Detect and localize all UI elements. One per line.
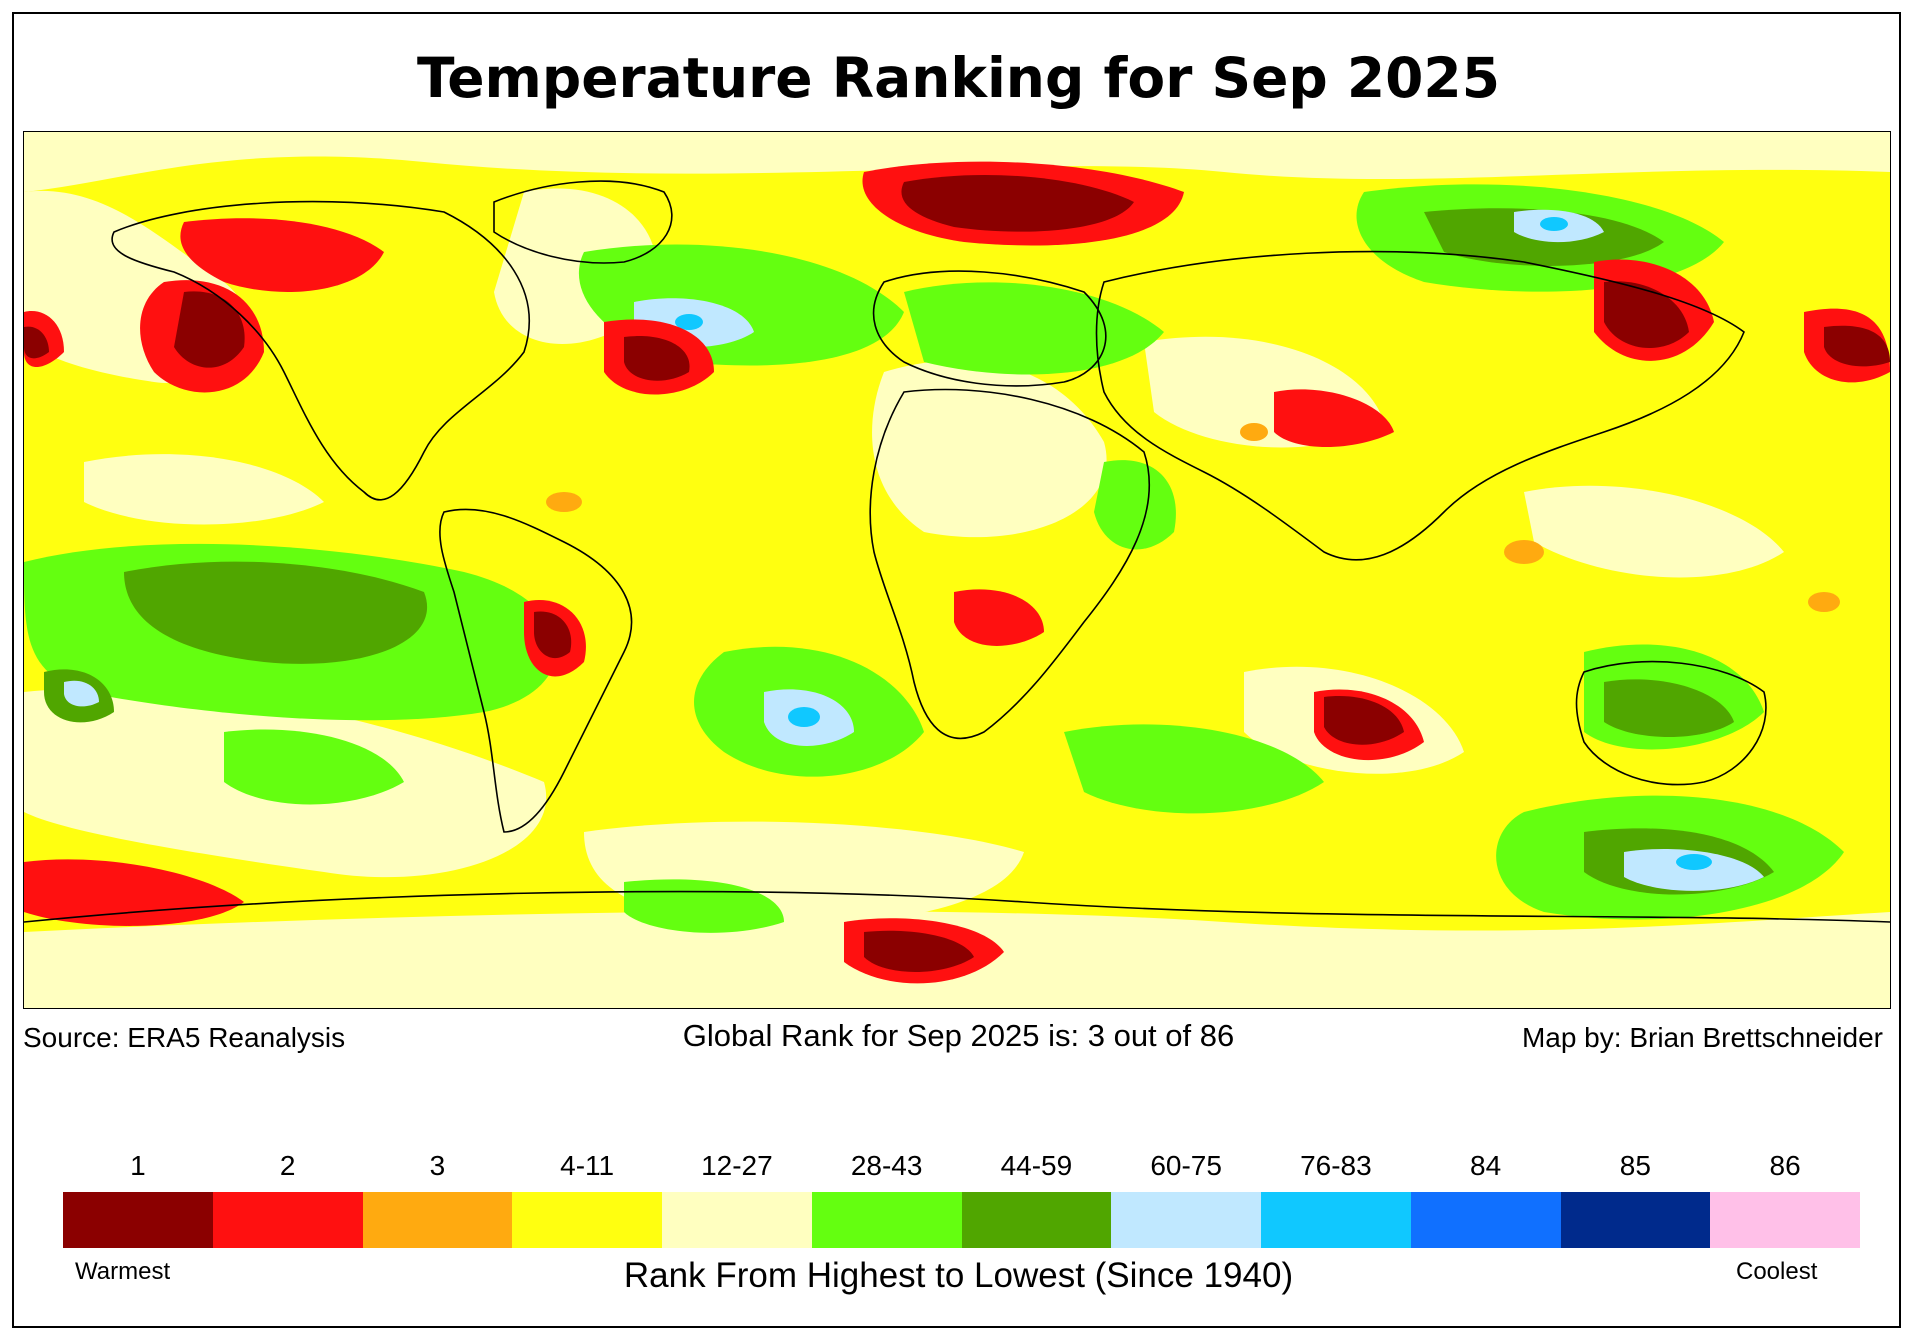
legend-label-2: 2 xyxy=(279,1150,296,1181)
legend-swatch-60-75 xyxy=(1111,1192,1261,1248)
map-credit-label: Map by: Brian Brettschneider xyxy=(1521,1022,1883,1053)
legend-swatch-84 xyxy=(1410,1192,1561,1248)
legend-swatch-44-59 xyxy=(961,1192,1112,1248)
legend-label-1: 1 xyxy=(130,1150,146,1181)
global-rank-map[interactable] xyxy=(23,131,1891,1009)
legend-label-84: 84 xyxy=(1470,1150,1502,1181)
figure-frame xyxy=(12,12,1901,1328)
source-label: Source: ERA5 Reanalysis xyxy=(23,1022,346,1053)
legend-swatch-86 xyxy=(1710,1192,1860,1248)
global-rank-label: Global Rank for Sep 2025 is: 3 out of 86 xyxy=(682,1018,1235,1053)
legend-swatch-28-43 xyxy=(811,1192,962,1248)
rank-12-27-regions xyxy=(24,132,1890,1008)
legend-label-44-59: 44-59 xyxy=(1000,1150,1073,1181)
legend-swatch-3 xyxy=(362,1192,513,1248)
legend-swatch-4-11 xyxy=(512,1192,662,1248)
rank-3-regions xyxy=(546,423,1840,612)
rank-1-regions xyxy=(24,174,1890,972)
coolest-label: Coolest xyxy=(1736,1258,1818,1285)
coastlines xyxy=(24,180,1890,923)
legend-swatch-76-83 xyxy=(1261,1192,1411,1248)
legend-label-3: 3 xyxy=(429,1150,446,1181)
legend-swatch-2 xyxy=(212,1192,363,1248)
legend-label-85: 85 xyxy=(1619,1150,1651,1181)
legend-swatch-1 xyxy=(63,1192,213,1248)
legend-label-12-27: 12-27 xyxy=(701,1150,773,1181)
legend-swatch-12-27 xyxy=(662,1192,812,1248)
legend-colorbar xyxy=(63,1192,1860,1248)
legend-labels: 1 2 3 4-11 12-27 28-43 44-59 60-75 76-83 84 85 86 xyxy=(63,1150,1860,1184)
rank-76-83-regions xyxy=(675,217,1712,870)
legend-label-60-75: 60-75 xyxy=(1150,1150,1222,1181)
legend-label-76-83: 76-83 xyxy=(1300,1150,1372,1181)
legend-swatch-85 xyxy=(1560,1192,1711,1248)
legend-axis-title: Rank From Highest to Lowest (Since 1940) xyxy=(623,1256,1294,1295)
legend-label-28-43: 28-43 xyxy=(850,1150,923,1181)
legend-label-86: 86 xyxy=(1769,1150,1801,1181)
legend-label-4-11: 4-11 xyxy=(560,1150,615,1181)
map-title: Temperature Ranking for Sep 2025 xyxy=(417,46,1500,110)
warmest-label: Warmest xyxy=(75,1258,171,1285)
